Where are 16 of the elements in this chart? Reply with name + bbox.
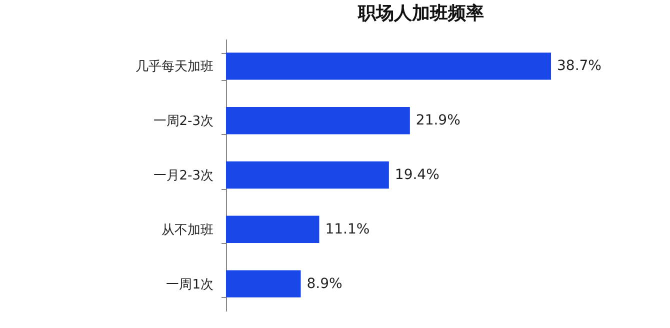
y-tick-label: 几乎每天加班 bbox=[136, 60, 214, 75]
y-tick-label: 从不加班 bbox=[162, 222, 214, 238]
y-tick-label: 一周2-3次 bbox=[153, 114, 214, 130]
chart-title: 职场人加班频率 bbox=[357, 3, 484, 24]
data-label: 21.9% bbox=[416, 112, 460, 129]
bar bbox=[226, 161, 389, 189]
data-label: 38.7% bbox=[557, 58, 602, 74]
y-tick-label: 一周1次 bbox=[166, 277, 214, 292]
data-label: 11.1% bbox=[325, 221, 370, 238]
y-tick-label: 一月2-3次 bbox=[153, 168, 214, 184]
bar bbox=[226, 107, 410, 134]
data-label: 19.4% bbox=[394, 167, 440, 183]
bar bbox=[226, 52, 551, 80]
data-label: 8.9% bbox=[306, 276, 342, 292]
bar bbox=[226, 216, 320, 243]
bar bbox=[226, 270, 301, 298]
